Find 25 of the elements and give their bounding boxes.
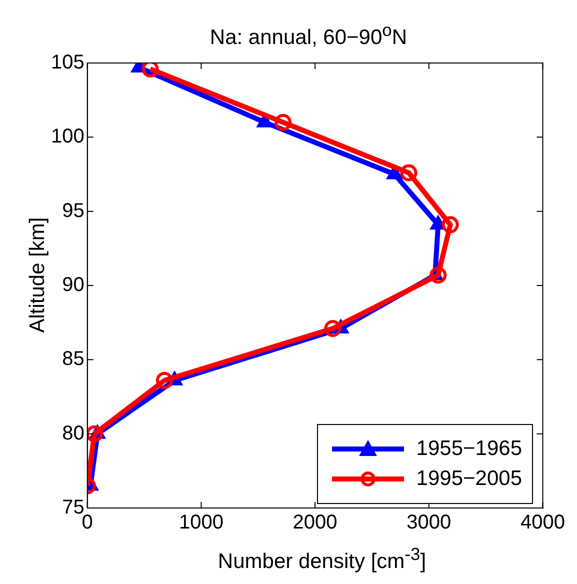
point bbox=[442, 216, 459, 234]
point bbox=[324, 320, 342, 338]
point bbox=[430, 266, 447, 284]
legend-label: 1955−1965 bbox=[416, 437, 522, 461]
y-tick-label: 100 bbox=[50, 126, 84, 148]
y-axis-title: Altitude [km] bbox=[26, 216, 50, 335]
point bbox=[87, 425, 103, 442]
point bbox=[430, 216, 446, 230]
legend-label: 1995−2005 bbox=[416, 467, 522, 491]
y-tick-label: 95 bbox=[62, 200, 84, 222]
chart-title: Na: annual, 60−90$^{o}$N bbox=[208, 20, 408, 50]
x-tick-label: 0 bbox=[82, 512, 93, 534]
point bbox=[142, 63, 159, 78]
y-tick-label: 90 bbox=[62, 274, 84, 296]
x-axis-title: Number density [cm$^{-3}$] bbox=[216, 544, 428, 574]
point bbox=[274, 114, 292, 131]
x-tick-label: 2000 bbox=[292, 512, 338, 534]
y-tick-label: 85 bbox=[62, 348, 84, 370]
x-tick-label: 4000 bbox=[520, 512, 566, 534]
point bbox=[156, 372, 173, 389]
x-tick-label: 1000 bbox=[178, 512, 224, 534]
x-tick-label: 3000 bbox=[406, 512, 452, 534]
point bbox=[400, 164, 418, 182]
y-tick-label: 105 bbox=[50, 52, 84, 74]
y-tick-label: 80 bbox=[62, 422, 84, 444]
